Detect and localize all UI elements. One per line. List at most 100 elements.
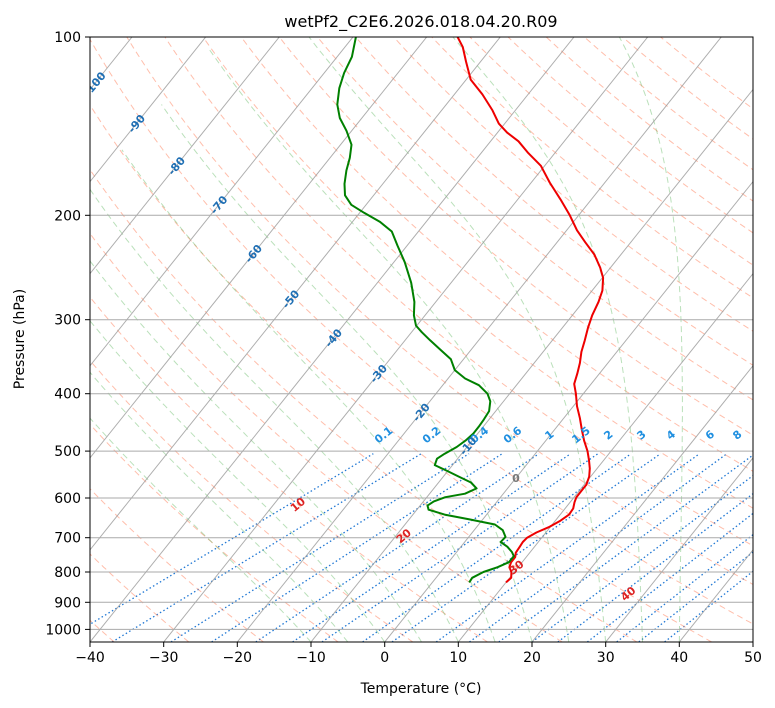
mixing-ratio-label: 3: [635, 428, 649, 443]
isotherm-label: -60: [242, 242, 265, 266]
y-tick-label: 100: [54, 30, 81, 46]
dry-adiabat: [90, 296, 488, 642]
mixing-ratio-line: [531, 474, 753, 642]
mixing-ratio-lines: [90, 453, 753, 642]
dry-adiabat: [90, 38, 753, 625]
isotherm-line: [163, 37, 649, 642]
moist-adiabat: [90, 260, 422, 642]
y-axis-label: Pressure (hPa): [12, 289, 28, 389]
moist-adiabat-label: 0: [512, 472, 520, 485]
dry-adiabat: [545, 37, 753, 202]
y-tick-label: 800: [54, 565, 81, 581]
moist-adiabat: [208, 49, 570, 642]
isotherm-line: [236, 37, 722, 642]
mixing-ratio-line: [391, 453, 661, 642]
mixing-ratio-line: [111, 453, 422, 642]
mixing-ratio-label: 0.2: [420, 424, 443, 446]
dry-adiabat: [90, 553, 190, 642]
dry-adiabat: [317, 37, 753, 401]
isotherm-line: [605, 457, 753, 642]
mixing-ratio-label: 6: [703, 427, 717, 442]
y-tick-label: 600: [54, 491, 81, 507]
moist-adiabat: [618, 37, 683, 642]
isotherm-label: -100: [81, 69, 109, 99]
moist-adiabat: [308, 37, 607, 642]
moist-adiabat: [90, 320, 386, 642]
dry-adiabat: [278, 37, 753, 436]
dry-adiabats: [90, 37, 753, 642]
isotherm-label: -70: [208, 193, 231, 217]
isotherm-line: [90, 37, 575, 642]
mixing-ratio-label: 1.5: [569, 424, 592, 446]
x-tick-label: −40: [75, 650, 105, 666]
isotherm-line: [384, 180, 753, 642]
dry-adiabat-label: 20: [394, 526, 414, 546]
moist-adiabat: [121, 149, 496, 642]
sounding-profiles: [336, 37, 605, 584]
mixing-ratio-label: 8: [730, 428, 744, 443]
dry-adiabat: [583, 37, 753, 171]
isotherms: [0, 37, 753, 642]
moist-adiabat: [90, 417, 312, 642]
x-axis-label: Temperature (°C): [360, 681, 482, 697]
mixing-ratio-line: [211, 453, 503, 642]
dry-adiabat: [90, 104, 712, 642]
isotherm-label: -40: [322, 326, 345, 350]
dry-adiabat: [202, 37, 753, 509]
isotherm-line: [90, 37, 280, 275]
y-tick-label: 200: [54, 208, 81, 224]
moist-adiabat: [452, 37, 643, 642]
y-tick-label: 700: [54, 531, 81, 547]
dry-adiabat: [507, 37, 753, 234]
isotherm-line: [0, 37, 58, 642]
x-tick-label: 30: [597, 650, 615, 666]
dry-adiabat: [90, 423, 339, 642]
mixing-ratio-line: [90, 453, 374, 626]
y-tick-label: 400: [54, 387, 81, 403]
mixing-ratio-label: 4: [664, 427, 678, 442]
isotherm-line: [310, 88, 753, 642]
dry-adiabat: [164, 37, 753, 547]
mixing-ratio-line: [469, 453, 728, 642]
pressure-gridlines: [90, 37, 753, 630]
y-tick-label: 1000: [45, 622, 81, 638]
axes: −40 −30 −20 −10 0 10 20 30 40 5010020030040050060…: [45, 30, 762, 666]
mixing-ratio-line: [616, 533, 753, 642]
y-tick-label: 900: [54, 595, 81, 611]
x-tick-label: −20: [223, 650, 253, 666]
isotherm-label: -20: [410, 401, 433, 425]
isotherm-line: [90, 37, 501, 551]
dry-adiabat: [393, 37, 753, 332]
dry-adiabat: [126, 37, 753, 586]
plot-frame: [89, 36, 754, 643]
isotherm-label: -50: [280, 287, 303, 311]
isotherm-line: [90, 37, 354, 367]
moist-adiabat: [161, 104, 533, 642]
mixing-ratio-line: [255, 453, 540, 642]
mixing-ratio-line: [638, 551, 753, 642]
dry-adiabat: [431, 37, 753, 299]
moist-adiabat: [90, 371, 349, 642]
x-tick-label: 10: [449, 650, 467, 666]
moist-adiabat: [90, 188, 459, 642]
isotherm-line: [752, 641, 753, 642]
dewpoint-profile: [336, 37, 515, 583]
isotherm-line: [531, 364, 753, 642]
y-tick-label: 300: [54, 313, 81, 329]
dry-adiabat: [90, 232, 563, 642]
dry-adiabat: [90, 168, 638, 642]
y-tick-label: 500: [54, 444, 81, 460]
mixing-ratio-label: 2: [601, 428, 615, 443]
isotherm-line: [90, 37, 428, 459]
x-tick-label: −10: [296, 650, 326, 666]
dry-adiabat: [355, 37, 753, 366]
isotherm-line: [678, 549, 753, 642]
x-tick-label: 40: [670, 650, 688, 666]
x-tick-label: 50: [744, 650, 762, 666]
isotherm-label: -90: [125, 112, 148, 136]
moist-adiabats: [90, 37, 683, 642]
mixing-ratio-label: 0.1: [372, 424, 395, 446]
mixing-ratio-line: [498, 454, 753, 642]
isotherm-line: [457, 272, 753, 642]
